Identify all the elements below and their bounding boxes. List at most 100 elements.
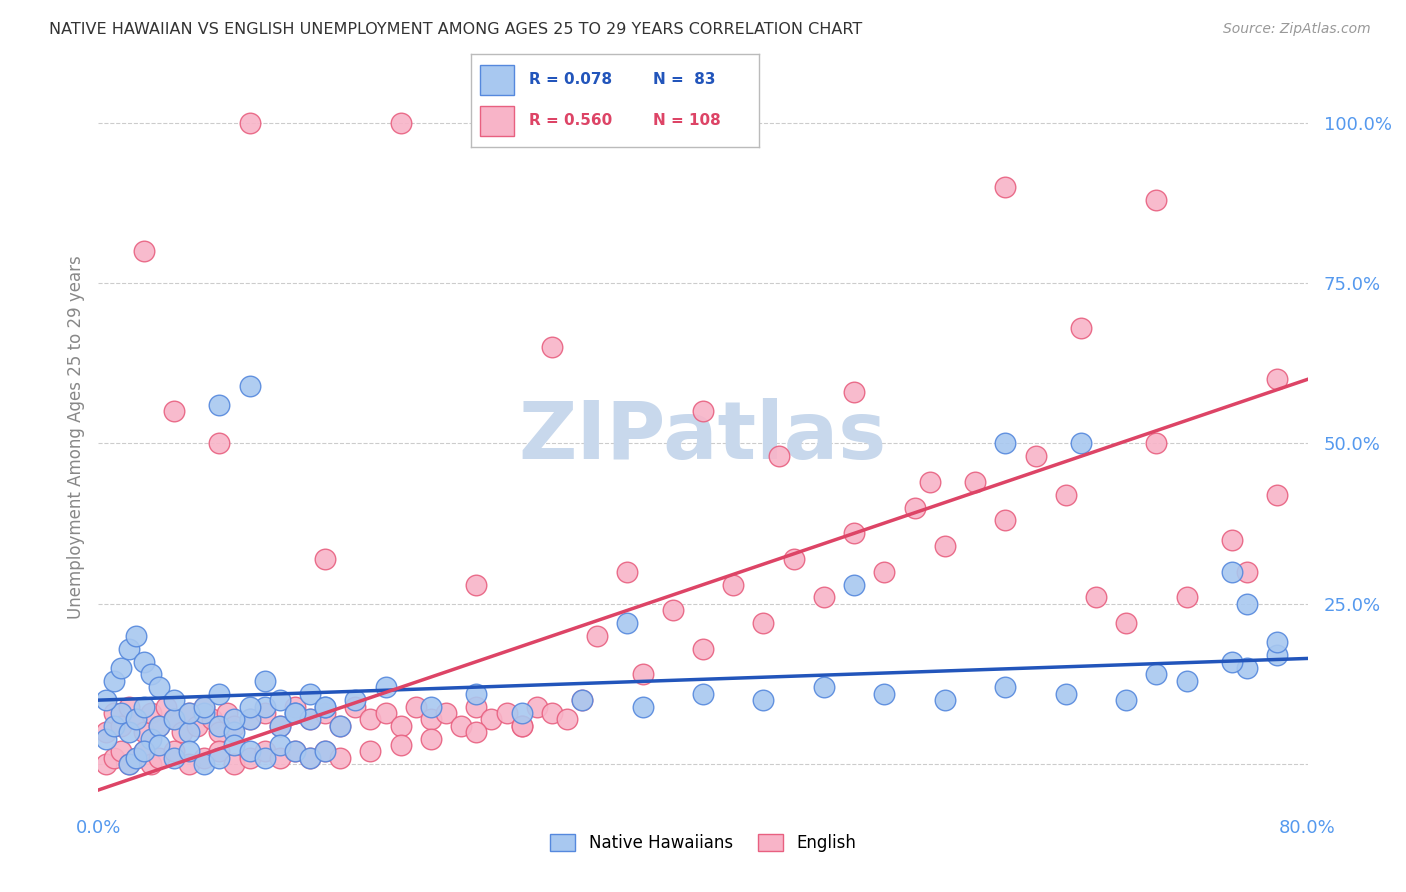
Point: [224, 719, 246, 733]
Point: [179, 725, 201, 739]
Point: [224, 712, 246, 726]
Point: [132, 744, 155, 758]
Point: [163, 712, 186, 726]
Point: [239, 699, 262, 714]
Point: [1024, 450, 1046, 464]
Point: [103, 719, 125, 733]
Point: [253, 673, 276, 688]
Point: [132, 725, 155, 739]
Point: [783, 552, 806, 566]
Point: [329, 719, 352, 733]
Point: [239, 712, 262, 726]
Point: [118, 757, 141, 772]
Point: [103, 673, 125, 688]
Point: [193, 706, 215, 720]
Point: [994, 179, 1017, 194]
Point: [193, 751, 215, 765]
Text: ZIPatlas: ZIPatlas: [519, 398, 887, 476]
Point: [94, 693, 117, 707]
Point: [193, 699, 215, 714]
Point: [540, 706, 562, 720]
Point: [1144, 667, 1167, 681]
Point: [918, 475, 941, 489]
Point: [389, 116, 412, 130]
Point: [344, 699, 367, 714]
Point: [1144, 436, 1167, 450]
Point: [571, 693, 593, 707]
Point: [723, 577, 745, 591]
Point: [540, 340, 562, 354]
Point: [132, 699, 155, 714]
Point: [110, 744, 132, 758]
Point: [314, 706, 336, 720]
Point: [360, 744, 382, 758]
Point: [125, 751, 148, 765]
Point: [284, 744, 307, 758]
Point: [132, 244, 155, 258]
Point: [163, 693, 186, 707]
Point: [163, 751, 186, 765]
Point: [1115, 693, 1137, 707]
Text: R = 0.560: R = 0.560: [529, 113, 612, 128]
Point: [269, 719, 291, 733]
Point: [555, 712, 578, 726]
Point: [141, 757, 163, 772]
Point: [360, 712, 382, 726]
Point: [450, 719, 472, 733]
Point: [284, 706, 307, 720]
Point: [481, 712, 503, 726]
Point: [125, 712, 148, 726]
Point: [132, 655, 155, 669]
Point: [616, 565, 638, 579]
Point: [239, 378, 262, 392]
Point: [148, 738, 170, 752]
Point: [132, 744, 155, 758]
Point: [186, 719, 208, 733]
Point: [239, 116, 262, 130]
Point: [239, 744, 262, 758]
Point: [94, 725, 117, 739]
Point: [118, 699, 141, 714]
Point: [329, 751, 352, 765]
Point: [465, 577, 488, 591]
Point: [215, 706, 238, 720]
Point: [813, 591, 835, 605]
Point: [405, 699, 427, 714]
Point: [103, 751, 125, 765]
Point: [148, 719, 170, 733]
Point: [284, 706, 307, 720]
Point: [253, 706, 276, 720]
Point: [692, 687, 714, 701]
Point: [465, 699, 488, 714]
Point: [224, 725, 246, 739]
Point: [253, 751, 276, 765]
Point: [208, 744, 231, 758]
Point: [103, 706, 125, 720]
Point: [661, 603, 683, 617]
Legend: Native Hawaiians, English: Native Hawaiians, English: [541, 825, 865, 860]
Point: [125, 629, 148, 643]
Point: [179, 757, 201, 772]
Point: [934, 693, 956, 707]
Point: [163, 712, 186, 726]
Point: [118, 757, 141, 772]
Point: [420, 712, 443, 726]
Point: [904, 500, 927, 515]
Point: [1115, 616, 1137, 631]
Point: [314, 744, 336, 758]
Point: [844, 526, 866, 541]
Text: N =  83: N = 83: [652, 72, 716, 87]
Point: [465, 725, 488, 739]
Point: [434, 706, 457, 720]
Point: [994, 514, 1017, 528]
FancyBboxPatch shape: [479, 65, 515, 95]
Point: [1070, 321, 1092, 335]
Point: [299, 712, 322, 726]
Point: [148, 751, 170, 765]
Point: [1054, 687, 1077, 701]
Point: [110, 706, 132, 720]
Point: [768, 450, 790, 464]
Point: [1236, 661, 1258, 675]
Point: [94, 757, 117, 772]
Point: [420, 731, 443, 746]
